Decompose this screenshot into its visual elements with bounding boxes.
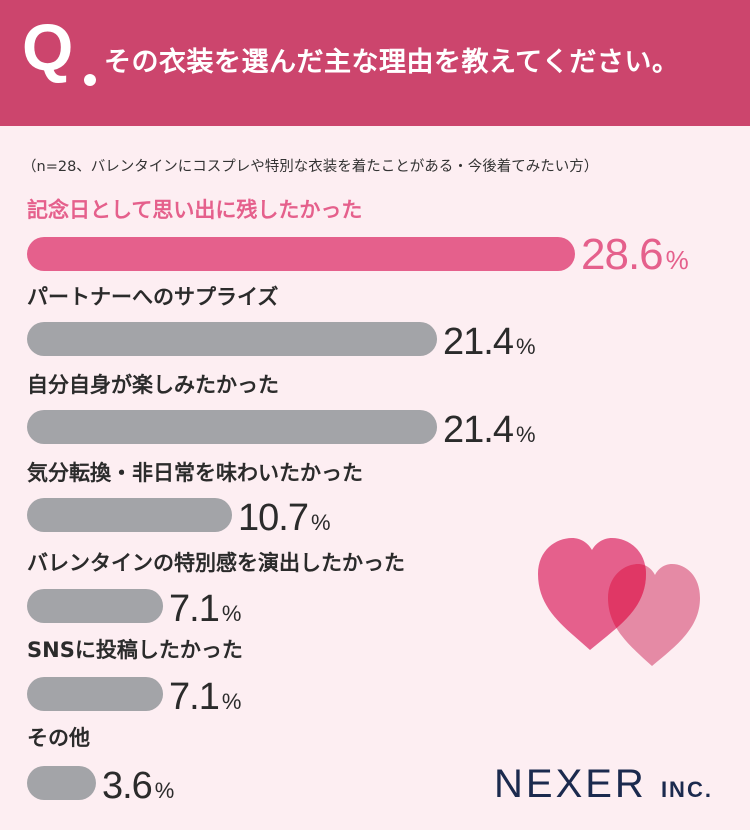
bar-value: 21.4%	[443, 409, 535, 451]
bar-value: 7.1%	[169, 588, 241, 630]
bar	[27, 237, 575, 271]
question-text: その衣装を選んだ主な理由を教えてください。	[104, 47, 680, 78]
q-mark: Q	[22, 10, 74, 84]
bar-label: その他	[27, 726, 90, 750]
bar-value: 3.6%	[102, 765, 174, 807]
sample-note: （n=28、バレンタインにコスプレや特別な衣装を着たことがある・今後着てみたい方…	[22, 159, 599, 175]
bar-label: 気分転換・非日常を味わいたかった	[27, 461, 363, 485]
bar-value-unit: %	[155, 778, 174, 803]
hearts-icon	[538, 538, 700, 666]
bar-value-unit: %	[516, 422, 535, 447]
bar-value-unit: %	[222, 689, 241, 714]
nexer-logo: NEXER INC.	[494, 762, 713, 807]
bar-value-unit: %	[516, 334, 535, 359]
bar-value: 21.4%	[443, 321, 535, 363]
bar-label: 自分自身が楽しみたかった	[27, 373, 279, 397]
bar	[27, 766, 96, 800]
bar-label: 記念日として思い出に残したかった	[27, 198, 362, 222]
bar	[27, 322, 438, 356]
logo-suffix: INC.	[660, 777, 713, 802]
bar-value: 28.6%	[581, 230, 689, 279]
bar-label: SNSに投稿したかった	[27, 638, 243, 662]
bar	[27, 589, 164, 623]
q-dot	[84, 74, 96, 86]
bar-value: 7.1%	[169, 676, 241, 718]
header-banner: Q その衣装を選んだ主な理由を教えてください。	[0, 0, 750, 126]
bar-label: バレンタインの特別感を演出したかった	[27, 551, 405, 575]
bar	[27, 677, 164, 711]
bar	[27, 498, 233, 532]
bar	[27, 410, 438, 444]
bar-value-unit: %	[222, 601, 241, 626]
bar-value-unit: %	[666, 245, 689, 275]
logo-name: NEXER	[494, 762, 647, 806]
bar-value: 10.7%	[238, 497, 330, 539]
bar-value-unit: %	[311, 510, 330, 535]
bar-label: パートナーへのサプライズ	[27, 285, 278, 309]
